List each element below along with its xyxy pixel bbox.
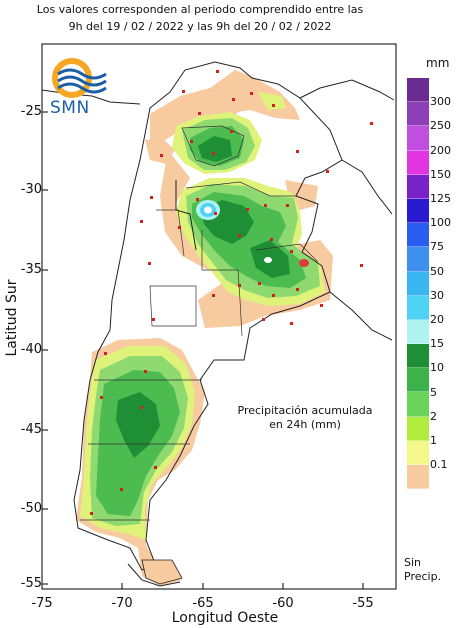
no-precip-line-2: Precip.: [404, 570, 442, 583]
legend-label: 150: [430, 167, 451, 181]
legend-swatch: [407, 295, 429, 320]
legend-label: 15: [430, 337, 444, 351]
legend-label: 10: [430, 361, 444, 375]
legend-swatch: [407, 392, 429, 417]
y-tick: -55: [20, 576, 42, 591]
y-axis-title: Latitud Sur: [4, 279, 20, 357]
legend-label: 2: [430, 409, 437, 423]
legend-swatch: [407, 416, 429, 441]
legend-label: 30: [430, 288, 444, 302]
legend-unit: mm: [426, 56, 450, 70]
legend-label: 100: [430, 216, 451, 230]
header-line-1: Los valores corresponden al periodo comp…: [36, 3, 364, 16]
legend-label: 20: [430, 313, 444, 326]
legend-swatch: [407, 344, 429, 369]
legend-label: 50: [430, 264, 444, 278]
y-tick: -35: [20, 262, 42, 277]
x-tick: -75: [31, 596, 53, 611]
y-tick: -30: [20, 182, 42, 197]
legend-label: 125: [430, 192, 451, 205]
legend-swatch: [407, 174, 429, 199]
map-annotation: Precipitación acumulada en 24h (mm): [220, 404, 390, 432]
legend-swatch: [407, 271, 429, 296]
axis-ticks: [41, 111, 364, 589]
x-axis-title: Longitud Oeste: [171, 610, 279, 626]
x-tick: -70: [111, 596, 133, 611]
tierra-del-fuego: [141, 559, 183, 585]
legend-label: 1: [430, 434, 437, 447]
legend-swatch: [407, 368, 429, 393]
annotation-line-1: Precipitación acumulada: [237, 404, 373, 417]
legend-swatch: [407, 465, 429, 490]
y-tick: -45: [20, 422, 42, 437]
legend-swatch: [407, 440, 429, 465]
legend-swatch: [407, 126, 429, 151]
legend-no-precip: Sin Precip.: [404, 556, 441, 584]
x-tick: -55: [352, 596, 374, 611]
legend-label: 250: [430, 119, 451, 133]
legend-label: 75: [430, 240, 444, 254]
legend-swatch: [407, 150, 429, 175]
legend-swatch: [407, 198, 429, 224]
legend-swatch: [407, 78, 429, 103]
no-precip-line-1: Sin: [404, 556, 422, 569]
smn-logo-icon: [52, 58, 107, 98]
x-tick: -65: [192, 596, 214, 611]
y-tick: -50: [20, 501, 42, 516]
legend-swatch: [407, 102, 429, 127]
province-borders: [80, 125, 319, 521]
header-line-2: 9h del 19 / 02 / 2022 y las 9h del 20 / …: [68, 20, 332, 33]
legend-label: 200: [430, 143, 451, 157]
legend-colorbar: [407, 78, 429, 490]
legend-swatch: [407, 319, 429, 345]
legend-label: 0.1: [430, 458, 448, 472]
station-markers: [90, 70, 373, 515]
logo-text: SMN: [50, 98, 90, 118]
legend-swatch: [407, 247, 429, 272]
legend-label: 300: [430, 95, 451, 109]
annotation-line-2: en 24h (mm): [269, 418, 341, 431]
y-tick: -40: [20, 342, 42, 357]
legend-swatch: [407, 223, 429, 248]
y-tick: -25: [20, 104, 42, 119]
legend-label: 5: [430, 385, 437, 399]
x-tick: -60: [272, 596, 294, 611]
